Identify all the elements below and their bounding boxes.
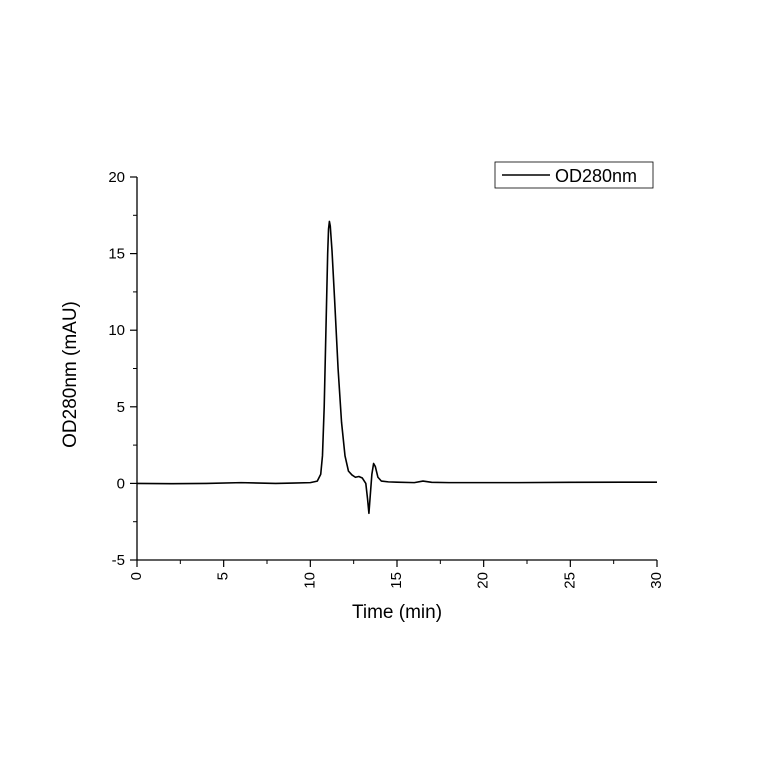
x-tick-label: 30 — [648, 572, 665, 589]
x-ticks-group: 0 5 10 15 20 25 30 — [128, 560, 665, 589]
y-tick-label: 10 — [108, 322, 125, 339]
series-line-od280nm — [136, 220, 657, 515]
x-tick-label: 5 — [215, 572, 232, 580]
x-tick-label: 25 — [561, 572, 578, 589]
axes-group — [136, 177, 657, 561]
x-axis-title: Time (min) — [352, 602, 442, 623]
y-tick-label: 0 — [117, 475, 125, 492]
x-tick-label: 20 — [475, 572, 492, 589]
y-tick-label: 5 — [117, 399, 125, 416]
x-tick-label: 0 — [128, 572, 145, 580]
x-tick-label: 15 — [388, 572, 405, 589]
y-tick-label: 15 — [108, 246, 125, 263]
y-tick-label: 20 — [108, 169, 125, 186]
x-tick-label: 10 — [301, 572, 318, 589]
series-group — [136, 220, 657, 515]
y-axis-title: OD280nm (mAU) — [60, 301, 81, 448]
y-tick-label: -5 — [112, 552, 125, 569]
legend-label: OD280nm — [555, 166, 637, 186]
y-ticks-group: -5 0 5 10 15 20 — [108, 169, 137, 569]
legend: OD280nm — [494, 161, 654, 189]
